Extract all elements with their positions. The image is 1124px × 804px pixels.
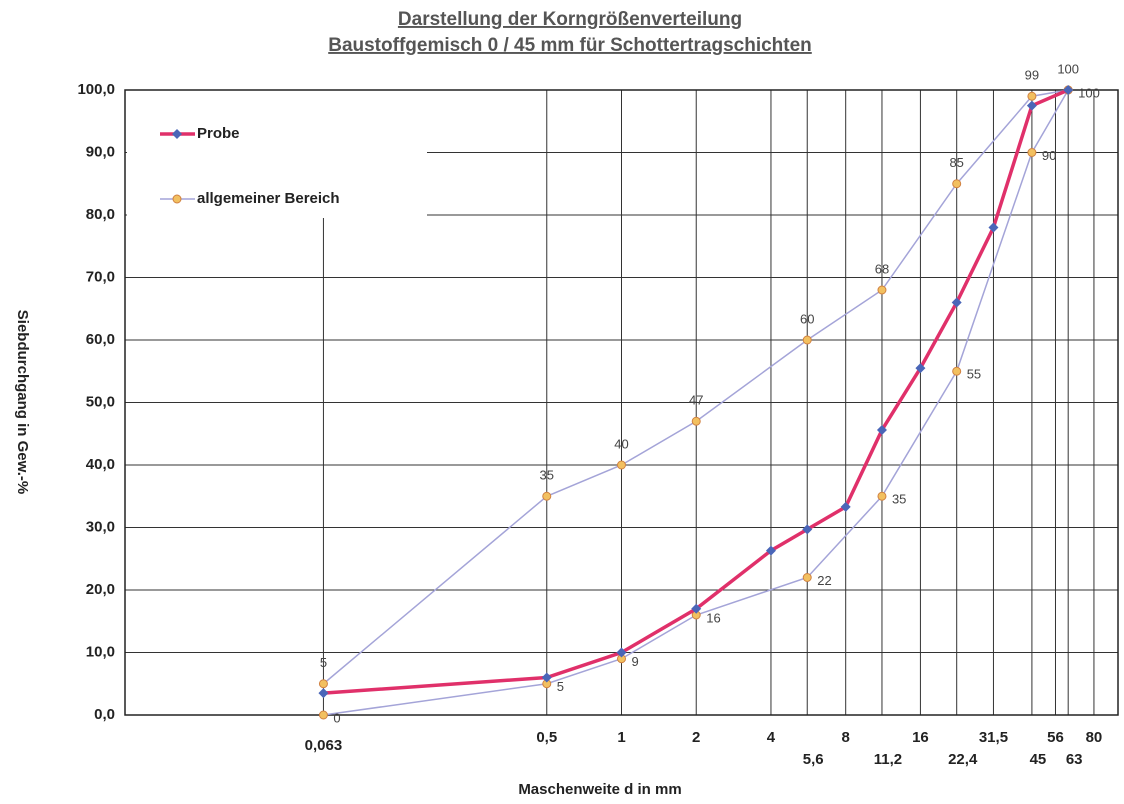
data-point — [802, 524, 813, 535]
data-label: 0 — [333, 710, 340, 725]
x-tick-label: 63 — [1066, 751, 1083, 768]
y-tick-label: 0,0 — [94, 706, 115, 723]
y-axis-title: Siebdurchgang in Gew.-% — [14, 310, 31, 494]
data-point — [542, 491, 552, 501]
data-point — [765, 545, 776, 556]
y-tick-label: 80,0 — [86, 206, 115, 223]
data-label: 16 — [706, 610, 720, 625]
data-label: 100 — [1057, 61, 1079, 76]
x-tick-label: 22,4 — [948, 751, 978, 768]
y-tick-label: 60,0 — [86, 331, 115, 348]
x-tick-label: 4 — [767, 729, 776, 746]
data-point — [988, 222, 999, 233]
data-point — [802, 335, 812, 345]
data-label: 90 — [1042, 148, 1056, 163]
data-point — [876, 425, 887, 435]
x-tick-label: 0,063 — [305, 737, 343, 754]
x-tick-label: 11,2 — [874, 751, 902, 768]
data-label: 68 — [875, 261, 889, 276]
data-label: 9 — [632, 654, 639, 669]
data-label: 55 — [967, 367, 981, 382]
y-tick-label: 100,0 — [77, 81, 115, 98]
data-point — [691, 603, 702, 614]
y-tick-label: 50,0 — [86, 393, 115, 410]
y-tick-label: 40,0 — [86, 456, 115, 473]
x-tick-label: 56 — [1047, 729, 1064, 746]
legend-label: allgemeiner Bereich — [197, 190, 340, 207]
data-point — [318, 710, 328, 720]
x-tick-label: 8 — [842, 729, 850, 746]
data-label: 85 — [949, 155, 963, 170]
y-tick-label: 70,0 — [86, 268, 115, 285]
data-point — [840, 501, 851, 512]
plot-frame — [124, 89, 1119, 716]
legend-marker — [172, 194, 182, 204]
data-point — [952, 179, 962, 189]
data-label: 35 — [540, 468, 554, 483]
data-point — [318, 679, 328, 689]
chart-subtitle: Baustoffgemisch 0 / 45 mm für Schottertr… — [328, 35, 812, 56]
data-point — [1063, 85, 1074, 95]
x-axis-title: Maschenweite d in mm — [518, 781, 681, 798]
data-label: 5 — [320, 655, 327, 670]
data-point — [877, 491, 887, 501]
data-label: 40 — [614, 436, 628, 451]
y-tick-label: 30,0 — [86, 518, 115, 535]
data-point — [617, 460, 626, 470]
legend-marker — [172, 129, 182, 139]
data-label: 99 — [1025, 68, 1039, 83]
x-tick-label: 16 — [912, 729, 929, 746]
data-point — [1027, 91, 1037, 101]
data-point — [318, 688, 329, 699]
data-label: 22 — [817, 573, 831, 588]
data-point — [616, 647, 627, 658]
data-point — [802, 573, 812, 582]
chart-title: Darstellung der Korngrößenverteilung — [398, 9, 742, 30]
legend: Probe allgemeiner Bereich — [127, 102, 427, 227]
x-tick-label: 45 — [1030, 751, 1047, 768]
y-tick-label: 20,0 — [86, 581, 115, 598]
data-point — [691, 416, 701, 426]
legend-label: Probe — [197, 125, 240, 142]
data-label: 60 — [800, 311, 814, 326]
data-label: 100 — [1078, 85, 1100, 100]
x-tick-label: 1 — [617, 729, 625, 746]
data-point — [541, 672, 552, 683]
y-tick-label: 10,0 — [86, 643, 115, 660]
data-label: 35 — [892, 492, 906, 507]
data-label: 47 — [689, 393, 703, 408]
data-label: 5 — [557, 679, 564, 694]
y-tick-label: 90,0 — [86, 143, 115, 160]
data-point — [1027, 148, 1037, 157]
data-point — [951, 297, 962, 308]
x-tick-label: 5,6 — [803, 751, 824, 768]
data-point — [915, 363, 926, 374]
legend-box — [127, 102, 427, 227]
x-tick-label: 31,5 — [979, 729, 1008, 746]
x-tick-label: 2 — [692, 729, 700, 746]
data-point — [952, 366, 962, 376]
data-point — [1026, 100, 1037, 111]
x-tick-label: 0,5 — [536, 729, 557, 746]
x-tick-label: 80 — [1086, 729, 1103, 746]
data-point — [877, 285, 887, 295]
